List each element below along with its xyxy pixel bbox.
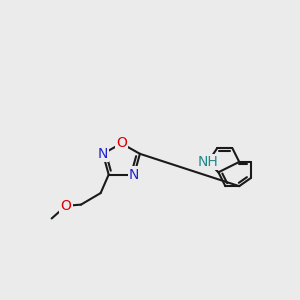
Text: O: O (61, 199, 71, 213)
Text: N: N (98, 147, 108, 161)
Text: N: N (129, 168, 139, 182)
Text: O: O (116, 136, 127, 150)
Text: NH: NH (198, 155, 219, 169)
